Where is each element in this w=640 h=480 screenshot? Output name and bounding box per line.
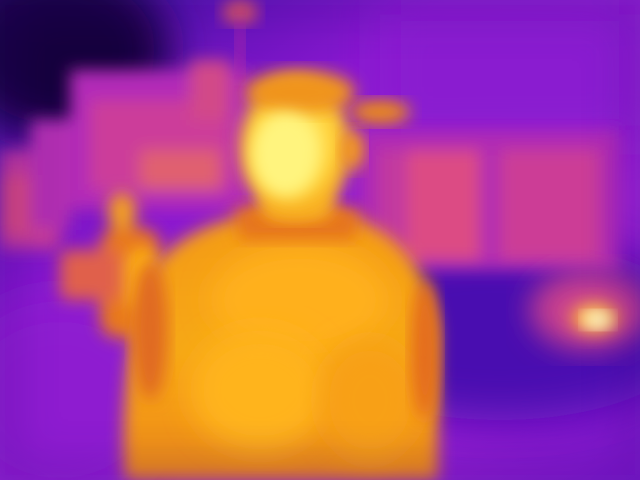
- person-ear: [340, 130, 364, 170]
- lamp-post: [236, 20, 244, 80]
- upper-right-sky: [380, 0, 640, 140]
- building-block: [140, 150, 220, 190]
- storefront-panel: [500, 150, 600, 260]
- shoulder-left-edge: [132, 260, 168, 400]
- face-hotspot: [251, 113, 319, 197]
- back-highlight: [210, 245, 390, 355]
- back-highlight: [190, 330, 330, 450]
- main-person: [123, 70, 439, 480]
- storefront-panel: [405, 150, 480, 260]
- storefront-panel: [380, 150, 400, 260]
- back-highlight: [320, 340, 420, 460]
- headlight-core: [584, 312, 612, 328]
- right-storefront: [360, 130, 620, 270]
- shoulder-right-edge: [411, 280, 439, 420]
- hat-crown: [245, 70, 355, 114]
- building-block: [30, 120, 70, 230]
- bg-person-object: [60, 250, 120, 300]
- building-block: [190, 60, 230, 120]
- bg-person-head: [108, 192, 136, 232]
- hat-brim: [350, 100, 410, 124]
